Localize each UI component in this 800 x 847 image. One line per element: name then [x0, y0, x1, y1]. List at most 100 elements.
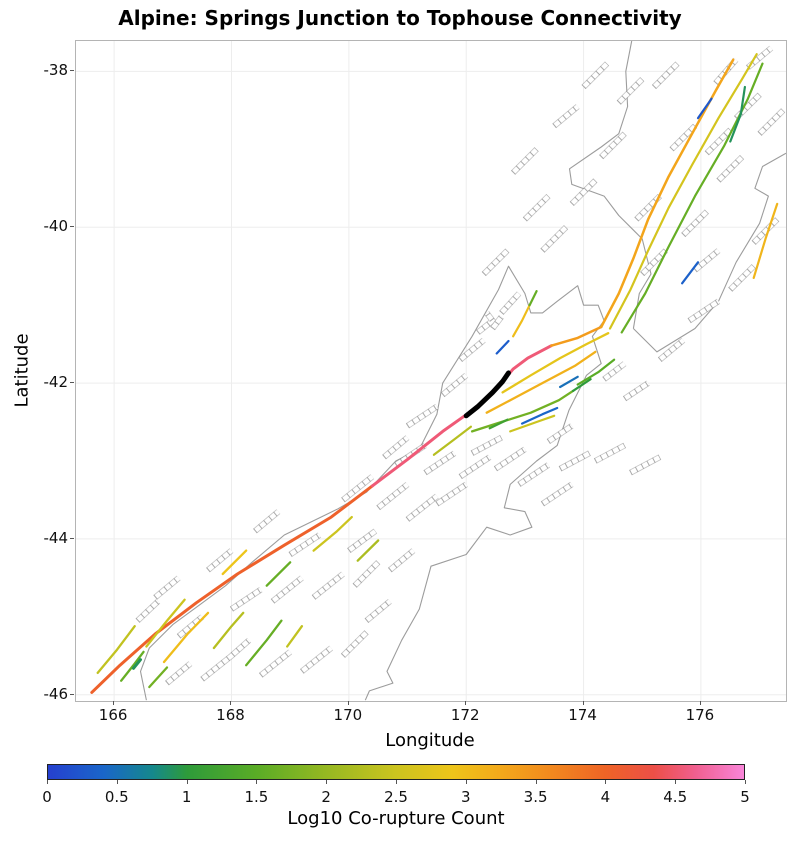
x-axis-label: Longitude — [385, 730, 475, 751]
rupture-trace-awatere — [501, 332, 610, 394]
background-fault-fill — [376, 482, 409, 510]
rupture-trace-blue-manawatu — [681, 261, 700, 285]
map-canvas — [76, 41, 786, 701]
rupture-trace-sw-yellow-1 — [96, 625, 136, 675]
rupture-trace-sw-green-4 — [148, 666, 169, 689]
background-fault-fill — [559, 451, 591, 471]
rupture-trace-sw-yellow-3 — [212, 611, 245, 650]
background-fault-fill — [388, 548, 415, 572]
background-fault-fill — [523, 194, 550, 221]
background-fault-fill — [541, 482, 574, 506]
colorbar-tick-label: 2 — [321, 788, 331, 806]
background-fault-fill — [136, 599, 160, 623]
background-fault-fill — [441, 373, 468, 397]
y-tick-mark — [70, 70, 74, 72]
background-fault-fill — [230, 587, 263, 611]
rupture-trace-sw-teal — [132, 658, 142, 670]
rupture-trace-alpine-south — [90, 484, 374, 694]
background-fault-fill — [629, 455, 661, 475]
x-tick-label: 168 — [216, 706, 245, 724]
background-fault-rungs — [490, 315, 504, 331]
rupture-trace-hope — [470, 389, 575, 433]
background-fault-fill — [716, 155, 744, 183]
colorbar-tick-label: 3 — [461, 788, 471, 806]
x-tick-mark — [465, 701, 467, 705]
y-axis-label: Latitude — [11, 333, 33, 408]
background-fault-fill — [552, 104, 580, 128]
x-tick-label: 174 — [568, 706, 597, 724]
background-fault-fill — [206, 548, 233, 572]
background-fault-fill — [511, 147, 539, 175]
background-fault-fill — [570, 178, 597, 206]
colorbar-tick-mark — [256, 780, 258, 784]
background-fault-fill — [547, 424, 574, 444]
background-fault-fill — [617, 77, 644, 105]
plot-area — [75, 40, 787, 702]
background-fault-rungs — [499, 291, 522, 315]
background-fault-fill — [200, 638, 251, 681]
rupture-trace-sw-green-1 — [120, 650, 145, 682]
background-fault-fill — [634, 194, 662, 221]
colorbar-tick-label: 1 — [181, 788, 192, 806]
background-fault-fill — [435, 482, 468, 506]
rupture-trace-wairau-east — [550, 325, 603, 347]
background-fault-fill — [599, 132, 627, 159]
colorbar-tick-label: 0 — [42, 788, 52, 806]
colorbar — [47, 764, 745, 780]
background-fault-fill — [347, 529, 377, 553]
rupture-trace-yellow-marlborough — [509, 414, 556, 433]
colorbar-tick-label: 4.5 — [663, 788, 688, 806]
chart-title: Alpine: Springs Junction to Tophouse Con… — [118, 6, 682, 30]
background-fault-fill — [253, 509, 280, 533]
background-fault-fill — [681, 210, 709, 237]
background-fault-fill — [758, 108, 785, 136]
background-fault-fill — [406, 404, 439, 428]
rupture-trace-blue-marlborough-1 — [520, 406, 559, 425]
x-tick-label: 166 — [98, 706, 128, 724]
background-fault-fill — [728, 264, 756, 292]
colorbar-tick-mark — [465, 780, 467, 784]
colorbar-tick-mark — [326, 780, 328, 784]
background-fault-fill — [640, 249, 668, 276]
y-tick-label: -44 — [43, 528, 69, 547]
background-fault-fill — [687, 299, 720, 323]
rupture-trace-clarence — [485, 350, 597, 414]
colorbar-tick-label: 2.5 — [384, 788, 408, 806]
rupture-trace-nelson-orange — [512, 304, 531, 338]
rupture-trace-sw-yellow-5 — [312, 515, 353, 552]
y-tick-label: -40 — [43, 217, 69, 236]
colorbar-tick-mark — [605, 780, 607, 784]
background-fault-fill — [582, 62, 609, 89]
colorbar-tick-mark — [396, 780, 397, 784]
rupture-trace-sw-yellow-4 — [286, 625, 304, 648]
colorbar-tick-mark — [186, 780, 188, 784]
background-fault-fill — [705, 128, 732, 155]
colorbar-tick-label: 1.5 — [244, 788, 269, 806]
x-tick-label: 176 — [685, 706, 715, 724]
y-tick-mark — [70, 382, 74, 384]
background-fault-fill — [458, 338, 486, 362]
x-tick-mark — [347, 701, 349, 705]
colorbar-tick-label: 3.5 — [523, 788, 548, 806]
background-fault-fill — [752, 217, 779, 245]
background-fault-fill — [341, 630, 369, 658]
rupture-trace-lime-west — [432, 425, 472, 456]
background-fault-fill — [165, 661, 192, 685]
rupture-trace-sw-yellow-6 — [356, 539, 380, 562]
background-fault-fill — [459, 455, 491, 479]
background-fault-fill — [517, 463, 550, 487]
rupture-trace-darkgreen-marlborough — [488, 418, 509, 430]
coastline — [139, 265, 605, 701]
background-fault-fill — [153, 576, 181, 600]
colorbar-tick-mark — [47, 780, 48, 784]
background-fault-fill — [382, 435, 409, 459]
coastline — [568, 41, 652, 329]
colorbar-tick-mark — [745, 780, 746, 784]
y-tick-mark — [70, 693, 74, 695]
background-fault-fill — [365, 599, 392, 623]
background-fault-fill — [670, 124, 697, 151]
colorbar-tick-label: 4 — [600, 788, 611, 806]
background-fault-fill — [288, 533, 321, 557]
background-fault-fill — [594, 443, 626, 463]
